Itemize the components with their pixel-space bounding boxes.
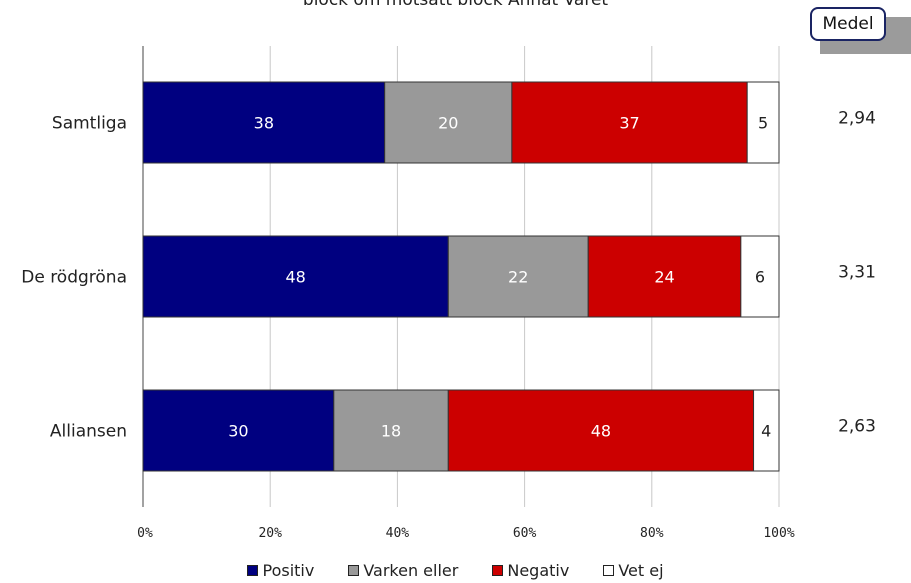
chart-header-text: block om motsatt block Annat Varet: [302, 0, 609, 10]
bar-value-label: 30: [228, 422, 248, 441]
bar-segment: [746, 81, 780, 164]
legend-label-varken-eller: Varken eller: [363, 561, 459, 580]
bar-value-label: 24: [654, 268, 674, 287]
legend-item-vet-ej: Vet ej: [603, 561, 664, 580]
medel-value: 2,63: [838, 417, 876, 437]
category-label: Samtliga: [52, 114, 127, 134]
legend-swatch-positiv: [247, 565, 259, 576]
bar-value-label: 37: [619, 114, 639, 133]
bar-segment: [511, 81, 748, 164]
legend-swatch-vet-ej: [603, 565, 615, 576]
medel-value: 2,94: [838, 109, 876, 129]
bar-segment: [333, 389, 449, 472]
x-tick-label: 40%: [386, 526, 410, 541]
legend-swatch-negativ: [492, 565, 504, 576]
x-tick-label: 100%: [763, 526, 794, 541]
bar-value-label: 20: [438, 114, 458, 133]
chart-legend: Positiv Varken eller Negativ Vet ej: [0, 561, 911, 580]
bar-segment: [384, 81, 513, 164]
bar-value-label: 38: [254, 114, 274, 133]
legend-swatch-varken-eller: [348, 565, 360, 576]
x-tick-label: 60%: [513, 526, 537, 541]
x-tick-label: 80%: [640, 526, 664, 541]
bar-segment: [142, 389, 335, 472]
bar-segment: [142, 235, 449, 318]
x-tick-label: 0%: [137, 526, 153, 541]
category-label: De rödgröna: [21, 268, 127, 288]
bar-value-label: 4: [761, 422, 771, 441]
category-label: Alliansen: [50, 422, 127, 442]
stacked-bar-chart: 0% 20% 40% 60% 80% 100% 38 20 37 5 Samtliga 2,94 48 2…: [21, 46, 876, 541]
medel-value: 3,31: [838, 263, 876, 283]
bar-segment: [740, 235, 780, 318]
bar-value-label: 48: [285, 268, 305, 287]
legend-label-positiv: Positiv: [262, 561, 315, 580]
bar-value-label: 48: [591, 422, 611, 441]
legend-label-vet-ej: Vet ej: [618, 561, 664, 580]
medel-header: Medel: [810, 7, 886, 41]
legend-item-varken-eller: Varken eller: [348, 561, 458, 580]
bar-segment: [142, 81, 386, 164]
bar-value-label: 5: [758, 114, 768, 133]
bar-segment: [447, 235, 589, 318]
bar-value-label: 22: [508, 268, 528, 287]
legend-label-negativ: Negativ: [507, 561, 570, 580]
bar-value-label: 18: [381, 422, 401, 441]
x-tick-label: 20%: [258, 526, 282, 541]
bar-value-label: 6: [755, 268, 765, 287]
legend-item-positiv: Positiv: [247, 561, 314, 580]
legend-item-negativ: Negativ: [492, 561, 569, 580]
bar-segment: [753, 389, 780, 472]
